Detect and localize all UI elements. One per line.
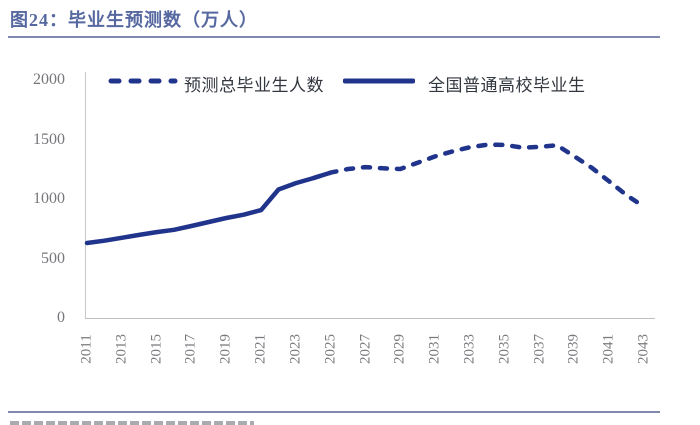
y-axis-line <box>85 72 86 318</box>
x-tick-label: 2013 <box>113 334 130 364</box>
legend-label-actual: 全国普通高校毕业生 <box>428 76 586 95</box>
legend-label-forecast: 预测总毕业生人数 <box>184 76 324 95</box>
x-tick-label: 2037 <box>531 334 548 364</box>
figure-title: 图24：毕业生预测数（万人） <box>10 10 258 30</box>
dashed-line-legend-sample <box>108 78 178 84</box>
x-tick-label: 2021 <box>252 334 269 364</box>
y-tick-label: 500 <box>41 249 65 267</box>
x-axis-line <box>85 318 655 319</box>
clipped-footnote-text <box>10 421 254 425</box>
bottom-divider <box>8 411 660 413</box>
y-tick-label: 1000 <box>33 190 65 207</box>
x-tick-label: 2043 <box>635 334 652 364</box>
x-tick-label: 2039 <box>565 334 582 364</box>
x-tick-label: 2033 <box>461 334 478 364</box>
series-actual-line <box>84 170 333 246</box>
x-tick-label: 2011 <box>78 334 95 364</box>
x-tick-label: 2025 <box>322 334 339 364</box>
x-tick-label: 2031 <box>426 334 443 364</box>
solid-line-legend-sample <box>343 78 415 84</box>
y-tick-label: 0 <box>57 309 65 326</box>
series-forecast-line <box>311 142 647 209</box>
x-tick-label: 2027 <box>357 334 373 364</box>
x-tick-label: 2023 <box>287 334 304 364</box>
x-tick-label: 2029 <box>391 334 408 364</box>
x-tick-label: 2019 <box>217 334 234 364</box>
x-tick-label: 2017 <box>182 334 199 364</box>
x-tick-label: 2041 <box>600 334 617 364</box>
title-divider <box>8 36 660 38</box>
y-tick-label: 1500 <box>33 130 65 148</box>
x-tick-label: 2035 <box>496 334 513 364</box>
x-tick-label: 2015 <box>148 334 165 364</box>
y-tick-label: 2000 <box>33 71 65 88</box>
